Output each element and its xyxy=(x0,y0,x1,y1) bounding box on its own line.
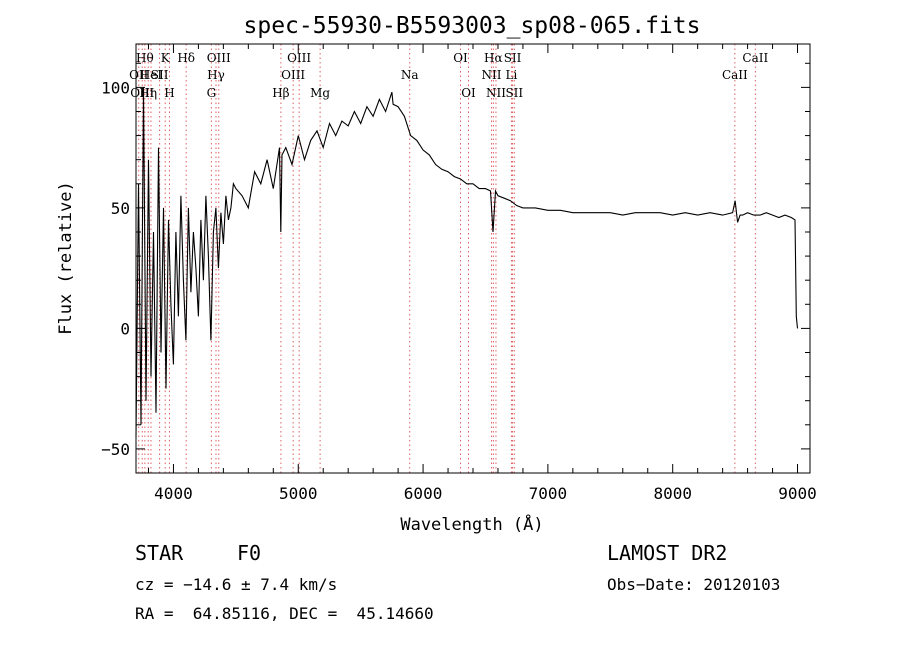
line-marker-labels: OIIOIIIHθHηHeISIIKHHδGHγOIIIHβOIIIOIIIMg… xyxy=(129,51,768,100)
x-tick-label: 9000 xyxy=(778,484,817,503)
marker-label: NII xyxy=(486,86,506,100)
x-tick-label: 4000 xyxy=(154,484,193,503)
marker-label: CaII xyxy=(722,68,748,82)
marker-label: Li xyxy=(506,68,518,82)
marker-label: SII xyxy=(151,68,169,82)
observation-date: Obs−Date: 20120103 xyxy=(607,575,781,594)
marker-label: CaII xyxy=(742,51,768,65)
line-markers xyxy=(138,44,756,473)
spectrum-line xyxy=(135,87,799,437)
plot-frame xyxy=(135,43,811,474)
marker-label: SII xyxy=(505,86,523,100)
marker-label: OIII xyxy=(281,68,305,82)
marker-label: OIII xyxy=(207,51,231,65)
survey-name: LAMOST DR2 xyxy=(607,541,728,565)
x-tick-label: 6000 xyxy=(404,484,443,503)
marker-label: OI xyxy=(461,86,476,100)
marker-label: OII xyxy=(129,68,149,82)
marker-label: NII xyxy=(481,68,501,82)
y-tick-label: 100 xyxy=(101,78,130,97)
redshift-value: cz = −14.6 ± 7.4 km/s xyxy=(135,575,338,594)
y-tick-label: 0 xyxy=(120,319,130,338)
coordinates: RA = 64.85116, DEC = 45.14660 xyxy=(135,604,434,623)
marker-label: OI xyxy=(453,51,468,65)
marker-label: Mg xyxy=(310,86,330,100)
marker-label: H xyxy=(164,86,174,100)
x-tick-label: 8000 xyxy=(653,484,692,503)
chart-title: spec-55930-B5593003_sp08-065.fits xyxy=(244,13,701,39)
marker-label: G xyxy=(207,86,217,100)
x-tick-label: 5000 xyxy=(279,484,318,503)
object-class: STAR xyxy=(135,541,184,565)
marker-label: Hθ xyxy=(136,51,154,65)
y-axis-ticks: −50 0 50 100 xyxy=(101,62,810,459)
marker-label: Hγ xyxy=(207,68,225,82)
y-tick-label: 50 xyxy=(111,199,130,218)
marker-label: OIII xyxy=(287,51,311,65)
marker-label: HeI xyxy=(140,68,163,82)
x-tick-label: 7000 xyxy=(529,484,568,503)
marker-label: Hη xyxy=(139,86,157,100)
marker-label: Hα xyxy=(484,51,503,65)
object-subclass: F0 xyxy=(237,541,262,565)
y-axis-label: Flux (relative) xyxy=(56,181,76,335)
marker-label: Hδ xyxy=(177,51,195,65)
marker-label: K xyxy=(161,51,171,65)
y-tick-label: −50 xyxy=(101,440,130,459)
marker-label: Na xyxy=(401,68,419,82)
marker-label: SII xyxy=(504,51,522,65)
x-axis-ticks: 4000 5000 6000 7000 8000 9000 xyxy=(147,44,817,503)
marker-label: Hβ xyxy=(272,86,289,100)
x-axis-label: Wavelength (Å) xyxy=(400,513,543,535)
